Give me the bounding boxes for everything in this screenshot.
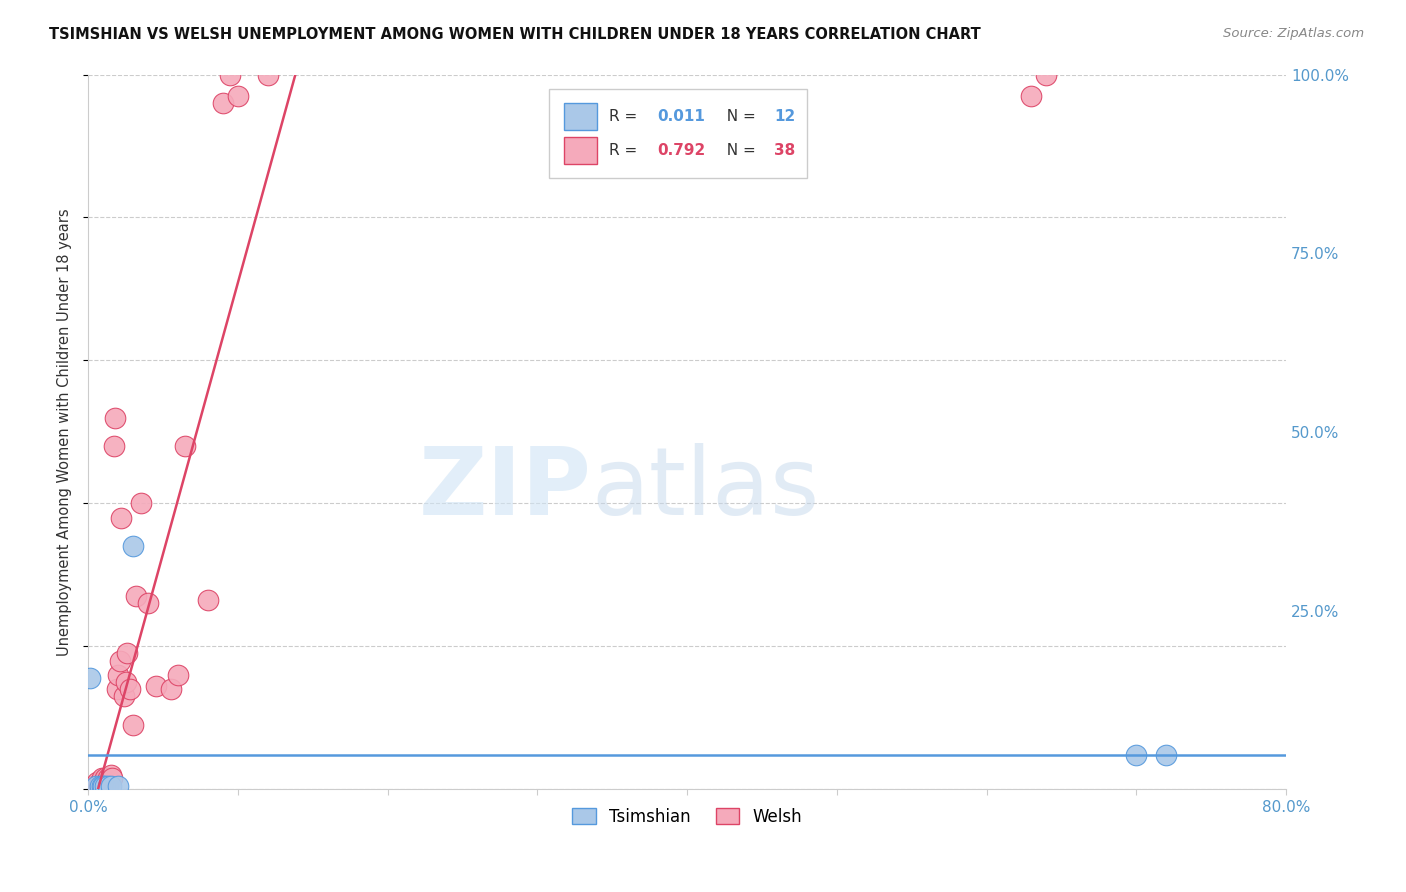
Point bbox=[145, 679, 167, 693]
Point bbox=[1154, 747, 1177, 762]
Point bbox=[87, 779, 110, 793]
Point bbox=[120, 682, 142, 697]
Point bbox=[122, 539, 145, 553]
Y-axis label: Unemployment Among Women with Children Under 18 years: Unemployment Among Women with Children U… bbox=[58, 208, 72, 656]
Text: N =: N = bbox=[717, 143, 761, 158]
Text: 0.011: 0.011 bbox=[657, 109, 704, 124]
Legend: Tsimshian, Welsh: Tsimshian, Welsh bbox=[564, 800, 810, 835]
Point bbox=[1125, 747, 1147, 762]
FancyBboxPatch shape bbox=[550, 89, 807, 178]
Point bbox=[159, 682, 181, 697]
Point bbox=[100, 779, 122, 793]
Point bbox=[226, 89, 249, 103]
Text: R =: R = bbox=[609, 143, 643, 158]
Point bbox=[86, 775, 108, 789]
Text: TSIMSHIAN VS WELSH UNEMPLOYMENT AMONG WOMEN WITH CHILDREN UNDER 18 YEARS CORRELA: TSIMSHIAN VS WELSH UNEMPLOYMENT AMONG WO… bbox=[49, 27, 981, 42]
Text: 0.792: 0.792 bbox=[657, 143, 706, 158]
Text: N =: N = bbox=[717, 109, 761, 124]
Text: atlas: atlas bbox=[592, 443, 820, 535]
Text: ZIP: ZIP bbox=[419, 443, 592, 535]
Point bbox=[79, 672, 101, 686]
Point bbox=[101, 772, 124, 786]
Point bbox=[219, 68, 242, 82]
Point bbox=[136, 596, 159, 610]
Point bbox=[93, 779, 115, 793]
Text: 12: 12 bbox=[775, 109, 796, 124]
Point bbox=[91, 775, 114, 789]
Point bbox=[94, 775, 117, 789]
Point bbox=[91, 779, 114, 793]
Point bbox=[1021, 89, 1043, 103]
Point bbox=[256, 68, 278, 82]
Point bbox=[107, 779, 129, 793]
Point bbox=[212, 96, 235, 111]
Point bbox=[197, 592, 219, 607]
Point bbox=[100, 768, 122, 782]
Point bbox=[98, 775, 121, 789]
Point bbox=[97, 772, 120, 786]
Point bbox=[105, 682, 128, 697]
Point bbox=[90, 779, 112, 793]
Point bbox=[107, 668, 129, 682]
Point bbox=[84, 779, 107, 793]
Text: Source: ZipAtlas.com: Source: ZipAtlas.com bbox=[1223, 27, 1364, 40]
Point bbox=[112, 690, 135, 704]
Point bbox=[89, 779, 111, 793]
Point bbox=[103, 439, 125, 453]
Text: 38: 38 bbox=[775, 143, 796, 158]
Point bbox=[174, 439, 197, 453]
Point bbox=[82, 779, 104, 793]
Point bbox=[93, 772, 115, 786]
Point bbox=[104, 410, 127, 425]
Point bbox=[122, 718, 145, 732]
Text: R =: R = bbox=[609, 109, 643, 124]
FancyBboxPatch shape bbox=[564, 136, 598, 164]
Point bbox=[114, 675, 136, 690]
Point bbox=[1035, 68, 1057, 82]
FancyBboxPatch shape bbox=[564, 103, 598, 130]
Point bbox=[167, 668, 190, 682]
Point bbox=[97, 779, 120, 793]
Point bbox=[90, 772, 112, 786]
Point bbox=[84, 779, 107, 793]
Point bbox=[125, 589, 148, 603]
Point bbox=[89, 775, 111, 789]
Point bbox=[129, 496, 152, 510]
Point bbox=[110, 510, 132, 524]
Point bbox=[115, 647, 138, 661]
Point bbox=[108, 654, 131, 668]
